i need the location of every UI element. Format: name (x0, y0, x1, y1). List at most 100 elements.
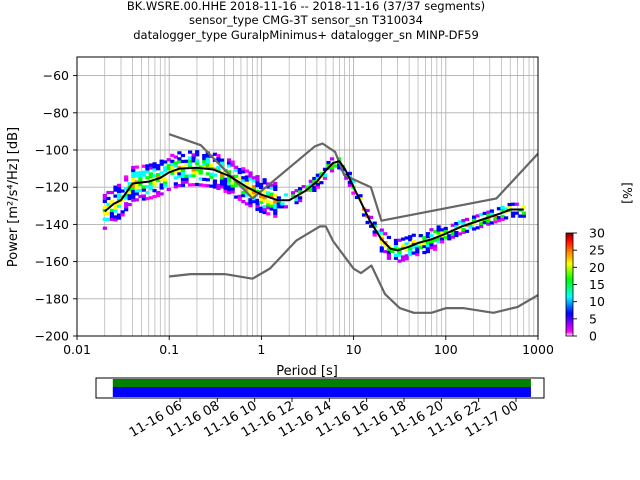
heatmap-cell (180, 174, 186, 178)
heatmap-cell (216, 154, 221, 158)
heatmap-cell (511, 211, 516, 215)
heatmap-cell (163, 181, 168, 185)
heatmap-cell (195, 182, 200, 187)
heatmap-cell (283, 205, 289, 209)
heatmap-cell (337, 157, 342, 161)
heatmap-cell (436, 240, 441, 244)
heatmap-cell (294, 198, 299, 202)
heatmap-cell (106, 196, 111, 201)
heatmap-cell (187, 165, 193, 169)
heatmap-cell (255, 198, 260, 203)
heatmap-cell (116, 213, 122, 217)
heatmap-cell (148, 187, 154, 191)
heatmap-cell (187, 174, 193, 178)
heatmap-cell (454, 233, 459, 238)
heatmap-cell (319, 172, 324, 176)
heatmap-cell (258, 194, 264, 198)
heatmap-cell (180, 180, 186, 184)
heatmap-cell (227, 158, 232, 162)
heatmap-cell (159, 177, 164, 181)
heatmap-cell (269, 183, 274, 187)
heatmap-cell (163, 169, 168, 173)
heatmap-cell (141, 170, 147, 174)
heatmap-cell (511, 214, 516, 218)
heatmap-cell (255, 201, 260, 206)
heatmap-cell (141, 188, 147, 192)
heatmap-cell (141, 197, 147, 201)
heatmap-cell (337, 166, 342, 170)
heatmap-cell (116, 192, 122, 196)
heatmap-cell (298, 187, 303, 191)
heatmap-cell (116, 186, 122, 190)
heatmap-cell (276, 205, 281, 209)
heatmap-cell (262, 210, 267, 215)
heatmap-cell (262, 207, 267, 212)
heatmap-cell (404, 248, 409, 252)
heatmap-cell (500, 214, 505, 219)
heatmap-cell (273, 211, 278, 215)
heatmap-cell (237, 194, 242, 198)
heatmap-cell (113, 206, 118, 210)
heatmap-cell (365, 220, 370, 225)
heatmap-cell (397, 238, 402, 242)
colorbar-tick-label: 0 (589, 329, 597, 344)
heatmap-cell (180, 153, 186, 158)
heatmap-cell (237, 176, 242, 181)
heatmap-cell (358, 197, 363, 201)
heatmap-cell (489, 209, 494, 213)
heatmap-cell (486, 210, 491, 214)
colorbar-tick-label: 10 (589, 294, 605, 309)
heatmap-cell (173, 164, 178, 168)
heatmap-cell (141, 164, 147, 168)
heatmap-cell (223, 180, 228, 184)
heatmap-cell (503, 216, 509, 220)
heatmap-cell (180, 168, 186, 172)
heatmap-cell (120, 210, 125, 214)
heatmap-cell (266, 206, 271, 210)
heatmap-cell (408, 247, 413, 251)
heatmap-cell (138, 188, 143, 193)
heatmap-cell (152, 168, 157, 172)
heatmap-cell (251, 194, 257, 198)
heatmap-cell (266, 200, 271, 204)
heatmap-cell (116, 201, 122, 205)
heatmap-cell (227, 185, 232, 189)
heatmap-cell (202, 159, 207, 164)
heatmap-cell (113, 218, 118, 222)
y-axis-label: Power [m²/s⁴/Hz] [dB] (6, 127, 21, 267)
heatmap-cell (386, 256, 391, 260)
heatmap-cell (102, 196, 107, 201)
heatmap-cell (205, 154, 210, 158)
heatmap-cell (493, 220, 498, 224)
heatmap-cell (195, 168, 200, 172)
heatmap-cell (102, 193, 107, 198)
heatmap-cell (383, 250, 388, 254)
heatmap-cell (315, 182, 320, 186)
heatmap-cell (230, 163, 235, 167)
heatmap-cell (486, 222, 491, 226)
heatmap-cell (283, 193, 289, 197)
heatmap-cell (195, 159, 200, 163)
heatmap-cell (244, 169, 249, 173)
heatmap-cell (109, 211, 115, 215)
heatmap-cell (390, 249, 395, 254)
heatmap-cell (425, 235, 431, 239)
heatmap-cell (411, 239, 416, 243)
heatmap-cell (134, 198, 139, 202)
heatmap-cell (269, 207, 274, 211)
heatmap-cell (500, 217, 505, 221)
heatmap-cell (212, 182, 218, 186)
heatmap-cell (312, 179, 317, 184)
heatmap-cell (202, 162, 207, 167)
heatmap-cell (248, 177, 253, 181)
heatmap-cell (450, 223, 455, 227)
heatmap-cell (127, 202, 132, 207)
heatmap-cell (273, 205, 278, 209)
noise-model-low-line (169, 225, 538, 314)
heatmap-cell (415, 244, 420, 248)
heatmap-cell (177, 157, 182, 161)
heatmap-cell (191, 171, 196, 175)
heatmap-cell (170, 153, 175, 157)
colorbar: 0 5 10 15 20 25 30 [%] (565, 182, 635, 344)
heatmap-cell (273, 214, 278, 218)
